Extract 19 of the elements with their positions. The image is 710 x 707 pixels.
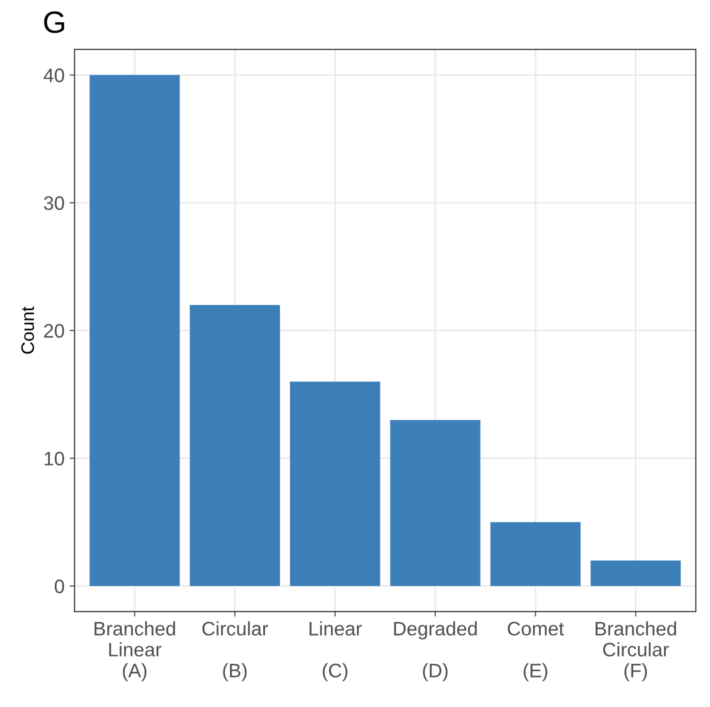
y-tick-label: 10 <box>44 452 64 466</box>
x-tick-label: Branched Linear (A) <box>94 621 176 682</box>
bar <box>90 75 180 586</box>
y-tick-label: 20 <box>44 324 64 338</box>
bar <box>290 382 380 586</box>
bar <box>490 522 581 586</box>
y-tick-label: 30 <box>44 196 64 210</box>
y-tick-label: 40 <box>44 68 64 82</box>
bar <box>590 560 681 586</box>
category-label: Degraded (D) <box>394 621 477 682</box>
y-axis-title: Count <box>21 306 34 354</box>
category-label: Linear (C) <box>310 621 362 682</box>
category-label: Comet (E) <box>508 622 564 682</box>
x-tick-label: Branched Circular (F) <box>596 621 676 682</box>
bar <box>190 304 280 586</box>
category-label: Circular (B) <box>202 621 268 682</box>
y-tick-label: 0 <box>54 579 64 594</box>
chart-title: G <box>44 11 64 34</box>
bar <box>390 420 480 586</box>
